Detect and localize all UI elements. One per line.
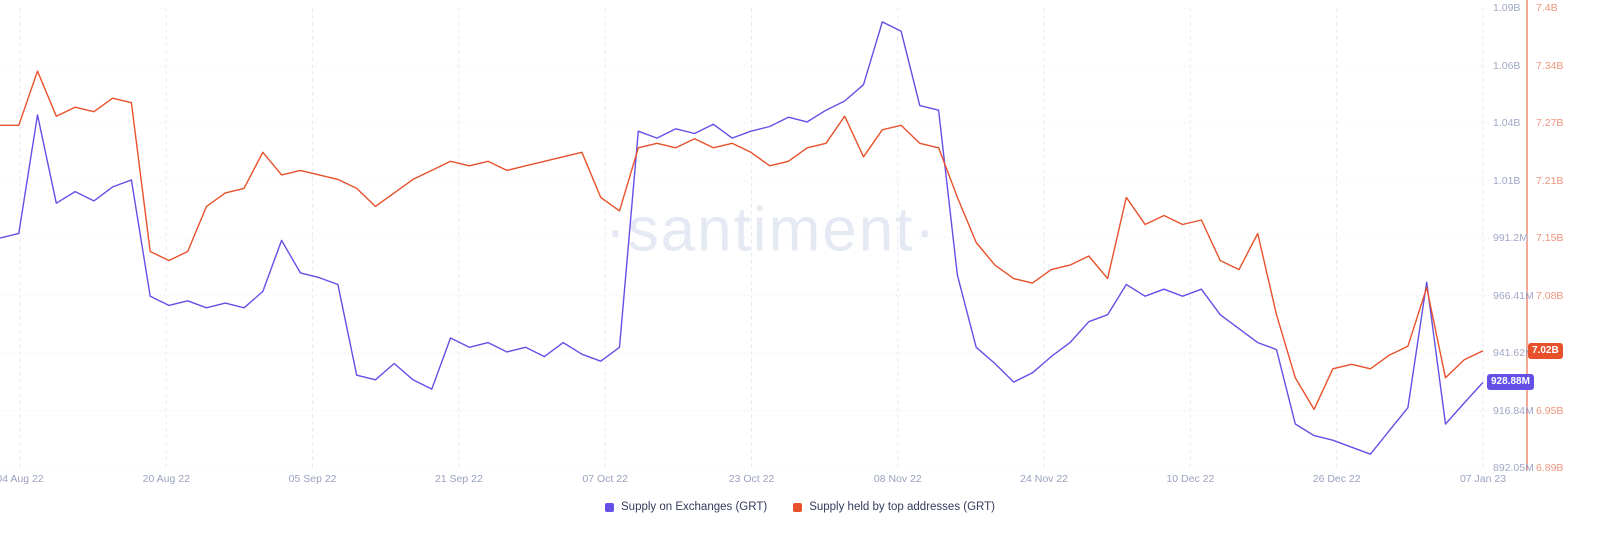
y-axis-label: 6.95B xyxy=(1536,404,1564,417)
series-line-supply-on-exchanges xyxy=(0,21,1484,455)
y-axis-label: 1.04B xyxy=(1493,116,1521,129)
y-axis-label: 991.2M xyxy=(1493,231,1529,244)
current-value-badge-top-addresses: 7.02B xyxy=(1528,342,1563,359)
x-axis-label: 26 Dec 22 xyxy=(1312,473,1361,485)
y-axis-label: 892.05M xyxy=(1493,461,1534,474)
x-axis-label: 10 Dec 22 xyxy=(1166,473,1215,485)
y-axis-label: 7.21B xyxy=(1536,174,1564,187)
y-axis-label: 1.01B xyxy=(1493,174,1521,187)
x-axis-label: 08 Nov 22 xyxy=(873,473,922,485)
x-axis-label: 21 Sep 22 xyxy=(434,473,483,485)
y-axis-label: 7.27B xyxy=(1536,116,1564,129)
series-line-supply-top-addresses xyxy=(0,70,1484,411)
y-axis-label: 1.09B xyxy=(1493,1,1521,14)
y-axis-label: 7.4B xyxy=(1536,1,1558,14)
x-axis-label: 24 Nov 22 xyxy=(1020,473,1069,485)
legend-swatch-top-addresses-icon xyxy=(793,502,803,512)
x-axis-label: 23 Oct 22 xyxy=(728,473,775,485)
legend-swatch-exchanges-icon xyxy=(605,502,615,512)
legend-label-top-addresses: Supply held by top addresses (GRT) xyxy=(809,501,995,513)
y-axis-label: 6.89B xyxy=(1536,461,1564,474)
y-axis-label: 941.62M xyxy=(1493,346,1534,359)
legend-item-supply-top-addresses[interactable]: Supply held by top addresses (GRT) xyxy=(793,501,995,513)
y-axis-label: 1.06B xyxy=(1493,59,1521,72)
santiment-watermark: ·santiment· xyxy=(604,195,938,265)
x-axis-label: 05 Sep 22 xyxy=(288,473,337,485)
x-axis-label: 20 Aug 22 xyxy=(142,473,190,485)
legend-item-supply-on-exchanges[interactable]: Supply on Exchanges (GRT) xyxy=(605,501,767,513)
y-axis-label: 916.84M xyxy=(1493,404,1534,417)
y-axis-label: 7.08B xyxy=(1536,289,1564,302)
x-axis-label: 04 Aug 22 xyxy=(0,473,44,485)
y-axis-label: 966.41M xyxy=(1493,289,1534,302)
chart-legend: Supply on Exchanges (GRT) Supply held by… xyxy=(0,501,1600,513)
y-axis-label: 7.34B xyxy=(1536,59,1564,72)
x-axis-label: 07 Jan 23 xyxy=(1459,473,1507,485)
legend-label-exchanges: Supply on Exchanges (GRT) xyxy=(621,501,768,513)
y-axis-label: 7.15B xyxy=(1536,231,1564,244)
current-value-badge-exchanges: 928.88M xyxy=(1487,374,1534,391)
x-axis-label: 07 Oct 22 xyxy=(582,473,628,485)
